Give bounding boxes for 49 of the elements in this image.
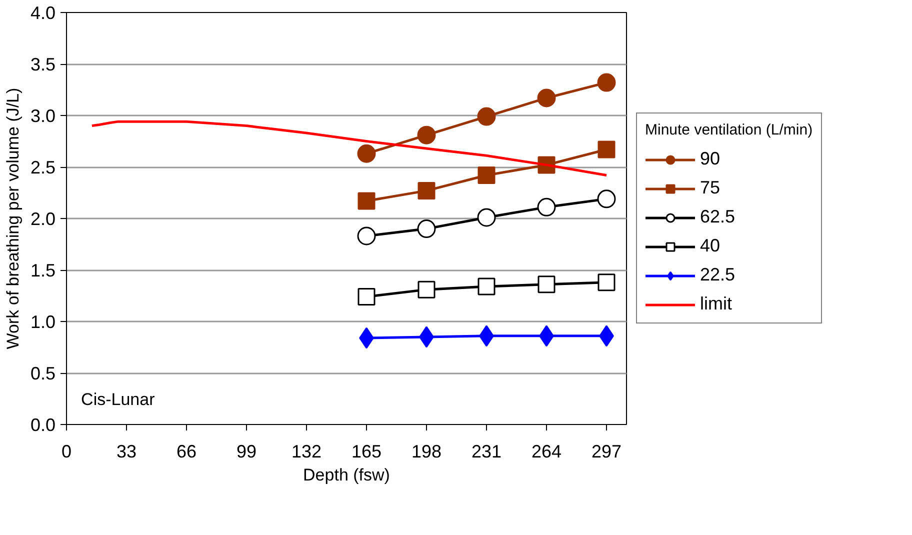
point xyxy=(537,198,556,216)
y-tick-label: 3.0 xyxy=(30,106,56,126)
point xyxy=(598,140,616,158)
line-series xyxy=(90,120,608,176)
point xyxy=(597,190,616,208)
y-tick-label: 1.5 xyxy=(30,260,56,280)
legend-label: 22.5 xyxy=(700,264,736,286)
point xyxy=(477,208,496,227)
legend-label: 75 xyxy=(700,178,720,198)
legend-title: Minute ventilation (L/min) xyxy=(645,122,813,138)
x-tick-label: 132 xyxy=(291,442,322,462)
point xyxy=(478,278,496,296)
legend-label: 90 xyxy=(700,148,720,170)
point xyxy=(417,220,436,238)
y-tick-label: 3.5 xyxy=(30,54,56,74)
point xyxy=(358,288,376,306)
point xyxy=(598,274,616,292)
y-axis-title: Work of breathing per volume (J/L) xyxy=(3,88,22,350)
x-tick-label: 0 xyxy=(61,442,72,462)
x-tick-label: 231 xyxy=(471,442,502,462)
y-tick-label: 2.5 xyxy=(30,158,56,178)
point xyxy=(358,192,376,210)
point xyxy=(417,126,436,144)
x-tick-label: 66 xyxy=(176,442,197,462)
y-tick-label: 2.0 xyxy=(30,209,56,229)
point xyxy=(538,276,556,294)
point xyxy=(478,166,496,184)
y-tick-label: 1.0 xyxy=(30,312,56,332)
x-tick-label: 165 xyxy=(351,442,382,462)
x-tick-label: 33 xyxy=(116,442,137,462)
x-axis-title: Depth (fsw) xyxy=(303,466,390,484)
x-tick-label: 198 xyxy=(411,442,442,462)
point xyxy=(537,88,556,108)
point xyxy=(418,182,436,200)
point xyxy=(357,226,376,246)
legend-label: 40 xyxy=(700,236,720,256)
legend-label: limit xyxy=(700,294,732,314)
y-tick-label: 0.0 xyxy=(30,415,56,435)
point xyxy=(418,280,436,298)
y-tick-label: 0.5 xyxy=(30,364,56,384)
point xyxy=(357,144,376,163)
legend-label: 62.5 xyxy=(700,206,736,228)
x-tick-label: 264 xyxy=(531,442,562,462)
x-tick-label: 99 xyxy=(236,442,257,462)
y-tick-label: 4.0 xyxy=(30,3,56,23)
point xyxy=(597,73,616,92)
x-tick-label: 297 xyxy=(591,442,622,462)
point xyxy=(477,107,496,126)
annotation: Cis-Lunar xyxy=(81,390,156,410)
